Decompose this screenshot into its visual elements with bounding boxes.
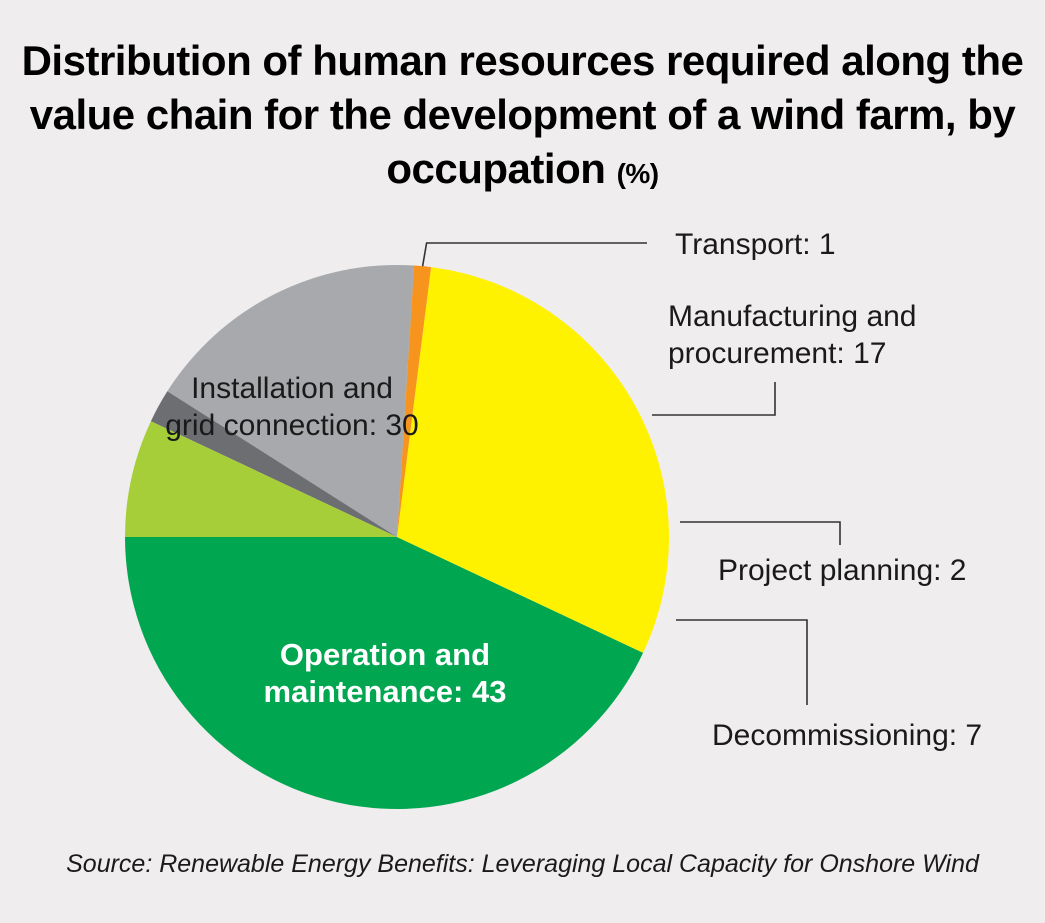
pie-slice-installation-grid [397,267,669,653]
slice-label-decommissioning: Decommissioning: 7 [712,719,982,752]
pie-slice-decommissioning [125,421,397,537]
slice-label-operation-maintenance: Operation and maintenance: 43 [264,637,507,709]
pie-slice-project-planning [150,391,397,537]
chart-title: Distribution of human resources required… [0,34,1045,201]
pie-slice-manufacturing-procurement [167,265,415,537]
leader-project-planning [680,521,841,545]
pie-slice-operation-maintenance [125,537,644,809]
slice-label-project-planning: Project planning: 2 [718,554,967,587]
source-note: Source: Renewable Energy Benefits: Lever… [66,850,979,878]
chart-title-unit: (%) [616,158,660,189]
leader-transport [421,242,647,267]
pie-slice-transport [397,265,432,537]
slice-label-installation-grid: Installation and grid connection: 30 [165,372,419,442]
slice-label-manufacturing-procurement: Manufacturing and procurement: 17 [668,300,917,370]
leader-decommissioning [676,619,808,705]
slice-label-transport: Transport: 1 [675,228,836,261]
chart-title-text: Distribution of human resources required… [21,37,1024,192]
leader-manufacturing-procurement [652,382,776,416]
